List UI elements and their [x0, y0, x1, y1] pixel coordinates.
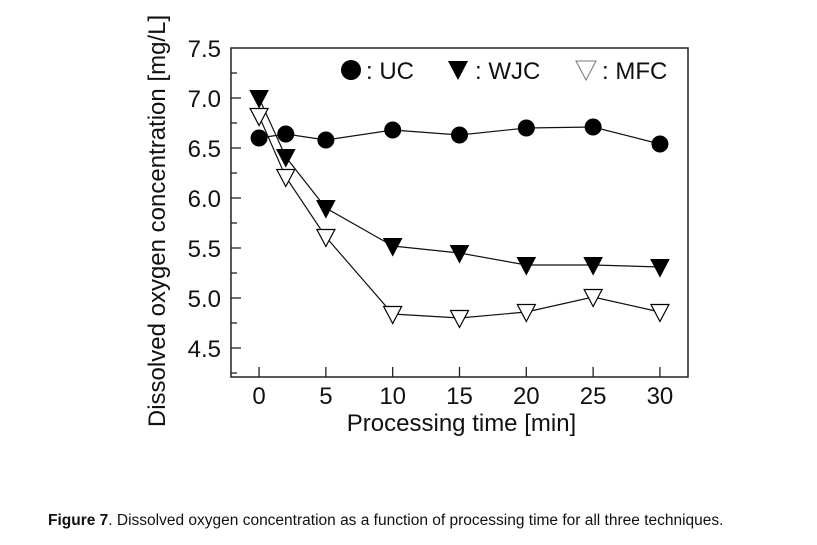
- legend-label: : UC: [366, 58, 414, 85]
- data-point-uc: [651, 135, 669, 153]
- data-point-mfc: [583, 288, 604, 308]
- data-point-wjc: [382, 238, 403, 257]
- data-point-wjc: [583, 257, 603, 276]
- data-point-wjc: [249, 90, 269, 109]
- x-tick-label: 20: [513, 383, 540, 410]
- legend-marker-circle-icon: [341, 60, 361, 80]
- y-tick-label: 7.0: [188, 86, 221, 113]
- data-point-mfc: [382, 305, 403, 325]
- data-point-wjc: [650, 259, 670, 278]
- data-point-uc: [277, 125, 295, 143]
- data-point-uc: [517, 119, 535, 137]
- y-tick-label: 5.5: [188, 236, 221, 263]
- data-point-wjc: [275, 149, 296, 168]
- x-tick-label: 25: [580, 383, 607, 410]
- data-point-uc: [451, 126, 468, 144]
- caption-text: . Dissolved oxygen concentration as a fu…: [108, 512, 724, 529]
- x-tick-label: 0: [252, 383, 265, 410]
- legend-label: : MFC: [602, 58, 667, 85]
- data-point-mfc: [649, 303, 670, 323]
- x-tick-label: 30: [647, 383, 674, 410]
- series-line-mfc: [258, 115, 661, 319]
- data-point-mfc: [516, 303, 537, 323]
- axes: 4.5 5.0 5.5 6.0 6.5 7.0 7.5 0 5 10 15 20 25 30: [188, 36, 689, 410]
- legend-item-wjc: : WJC: [448, 58, 540, 85]
- x-tick-label: 10: [379, 383, 406, 410]
- y-axis-title: Dissolved oxygen concentration [mg/L]: [144, 15, 171, 427]
- legend-item-mfc: : MFC: [575, 58, 667, 85]
- series-layer: [249, 90, 670, 329]
- data-point-wjc: [449, 245, 470, 264]
- data-point-uc: [584, 118, 602, 136]
- y-tick-label: 7.5: [188, 36, 221, 63]
- data-point-uc: [317, 131, 335, 149]
- y-tick-label: 6.5: [188, 136, 221, 163]
- data-point-mfc: [449, 309, 470, 329]
- series-uc: [250, 118, 669, 153]
- data-point-mfc: [249, 107, 270, 127]
- series-wjc: [249, 90, 670, 278]
- legend-marker-filled-triangle-icon: [448, 61, 468, 80]
- legend-marker-open-triangle-icon: [575, 60, 597, 82]
- data-point-wjc: [516, 257, 537, 276]
- x-axis-title: Processing time [min]: [347, 410, 576, 437]
- data-point-mfc: [275, 168, 296, 188]
- legend-item-uc: : UC: [341, 58, 414, 85]
- data-point-uc: [250, 129, 268, 147]
- data-point-mfc: [315, 228, 336, 248]
- series-mfc: [249, 107, 670, 329]
- legend-label: : WJC: [475, 58, 540, 85]
- y-tick-label: 4.5: [188, 336, 221, 363]
- x-tick-label: 15: [446, 383, 473, 410]
- chart: 4.55.05.56.06.57.07.50 5 10 15 20 25 30 : UC: …: [144, 15, 689, 437]
- x-tick-label: 5: [319, 383, 332, 410]
- figure-label: Figure 7: [48, 512, 109, 529]
- legend: : UC : WJC : MFC: [341, 58, 667, 85]
- data-point-wjc: [316, 200, 336, 219]
- series-line-wjc: [258, 97, 660, 268]
- data-point-uc: [384, 121, 402, 139]
- y-tick-label: 5.0: [188, 286, 221, 313]
- figure-caption: Figure 7. Dissolved oxygen concentration…: [48, 512, 723, 530]
- y-tick-label: 6.0: [188, 186, 221, 213]
